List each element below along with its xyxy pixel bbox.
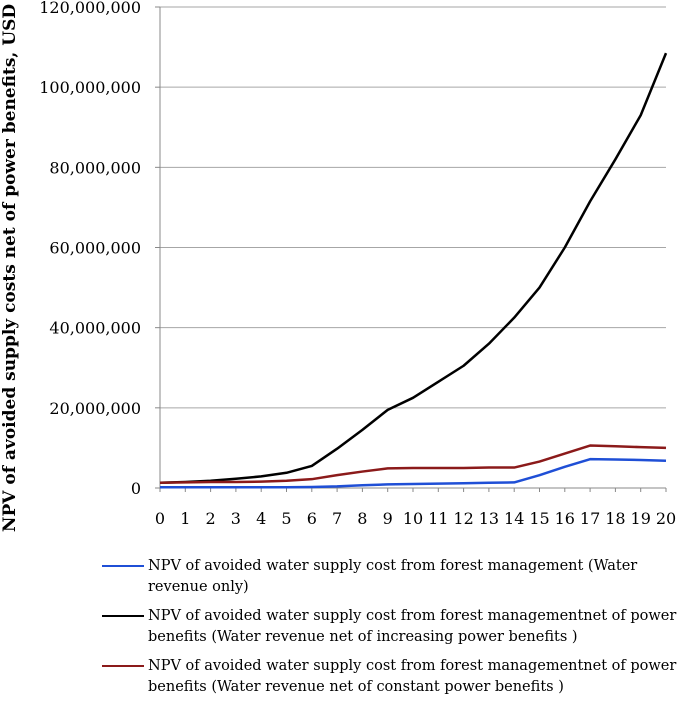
legend-swatch-red — [102, 665, 144, 667]
y-axis-label: NPV of avoided supply costs net of power… — [0, 4, 20, 532]
legend-label: NPV of avoided water supply cost from fo… — [148, 558, 638, 595]
y-tick-label: 60,000,000 — [49, 239, 141, 258]
x-tick-label: 19 — [631, 509, 651, 528]
y-tick-label: 40,000,000 — [49, 319, 141, 338]
x-tick-label: 2 — [206, 509, 216, 528]
y-tick-label: 0 — [131, 479, 141, 498]
x-tick-label: 4 — [256, 509, 266, 528]
x-tick-label: 13 — [479, 509, 499, 528]
legend-item-water-revenue-only: NPV of avoided water supply cost from fo… — [102, 556, 677, 598]
y-tick-labels: 0 20,000,000 40,000,000 60,000,000 80,000,00… — [39, 0, 141, 498]
x-tick-label: 1 — [180, 509, 190, 528]
x-tick-label: 12 — [453, 509, 473, 528]
x-tick-label: 16 — [555, 509, 575, 528]
x-tick-label: 0 — [155, 509, 165, 528]
series-line-2 — [159, 444, 667, 485]
y-tick-label: 120,000,000 — [39, 0, 141, 17]
series-lines — [159, 52, 668, 489]
series-line-1 — [159, 52, 668, 485]
x-tick-label: 14 — [504, 509, 524, 528]
x-tick-label: 9 — [383, 509, 393, 528]
x-tick-label: 3 — [231, 509, 241, 528]
legend-label: NPV of avoided water supply cost from fo… — [148, 608, 677, 645]
legend-swatch-black — [102, 615, 144, 617]
gridlines — [155, 6, 667, 492]
y-tick-label: 80,000,000 — [49, 158, 141, 177]
legend: NPV of avoided water supply cost from fo… — [102, 556, 677, 706]
line-chart: 0 20,000,000 40,000,000 60,000,000 80,000,00… — [0, 0, 676, 532]
x-tick-label: 20 — [656, 509, 676, 528]
legend-item-increasing-power: NPV of avoided water supply cost from fo… — [102, 606, 677, 648]
series-line-0 — [160, 457, 667, 489]
legend-item-constant-power: NPV of avoided water supply cost from fo… — [102, 656, 677, 698]
legend-swatch-blue — [102, 565, 144, 567]
x-tick-label: 11 — [428, 509, 448, 528]
x-tick-label: 5 — [281, 509, 291, 528]
x-tick-label: 8 — [357, 509, 367, 528]
y-tick-label: 100,000,000 — [39, 78, 141, 97]
y-tick-label: 20,000,000 — [49, 399, 141, 418]
x-tick-label: 18 — [605, 509, 625, 528]
x-tick-labels: 0 1 2 3 4 5 6 7 8 9 10 11 12 13 14 15 16 17 18 19 20 — [155, 509, 676, 528]
x-tick-label: 17 — [580, 509, 600, 528]
x-tick-label: 6 — [307, 509, 317, 528]
x-tick-label: 7 — [332, 509, 342, 528]
x-tick-label: 15 — [529, 509, 549, 528]
legend-label: NPV of avoided water supply cost from fo… — [148, 658, 677, 695]
x-tick-label: 10 — [403, 509, 423, 528]
